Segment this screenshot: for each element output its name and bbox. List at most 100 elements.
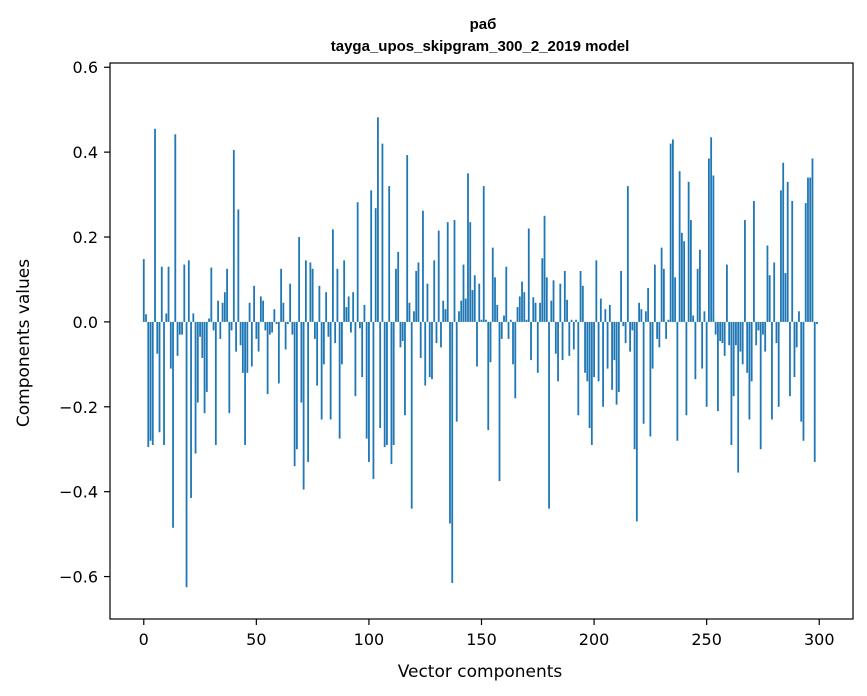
bar-144 <box>467 173 469 322</box>
bar-40 <box>232 150 235 322</box>
bar-100 <box>368 321 370 462</box>
bar-19 <box>185 321 188 588</box>
bar-184 <box>557 321 559 382</box>
bar-72 <box>304 260 307 322</box>
bar-17 <box>181 321 183 335</box>
bar-270 <box>750 321 753 382</box>
bar-174 <box>534 302 537 322</box>
bar-154 <box>489 321 492 363</box>
bar-66 <box>291 321 294 335</box>
bar-220 <box>638 302 641 322</box>
bar-282 <box>777 321 780 407</box>
bar-87 <box>338 321 341 439</box>
bar-18 <box>183 264 186 322</box>
bar-42 <box>237 209 240 322</box>
bar-246 <box>696 268 699 322</box>
bar-136 <box>449 321 451 524</box>
bar-195 <box>581 285 584 322</box>
bar-123 <box>419 321 422 358</box>
bar-13 <box>172 321 174 528</box>
bar-279 <box>771 321 773 420</box>
bar-61 <box>280 268 283 322</box>
bar-254 <box>714 321 717 335</box>
bar-54 <box>264 321 267 331</box>
bar-212 <box>620 270 622 322</box>
bar-10 <box>165 313 168 322</box>
bar-110 <box>390 321 393 465</box>
bar-207 <box>608 304 611 322</box>
bar-218 <box>633 321 636 450</box>
bar-149 <box>478 283 481 322</box>
bar-79 <box>320 321 323 420</box>
bar-250 <box>705 321 708 407</box>
bar-190 <box>570 319 573 322</box>
bar-119 <box>410 321 413 509</box>
bar-153 <box>487 321 490 431</box>
bar-64 <box>286 321 289 325</box>
bar-137 <box>451 321 454 583</box>
bar-88 <box>341 321 343 365</box>
x-tick-label: 300 <box>804 630 835 649</box>
bar-75 <box>311 268 314 322</box>
bar-143 <box>464 298 467 322</box>
bar-25 <box>199 321 201 337</box>
bar-95 <box>356 202 359 322</box>
bar-161 <box>505 266 508 322</box>
bar-47 <box>248 302 251 322</box>
bar-251 <box>708 158 710 322</box>
bar-163 <box>509 319 512 322</box>
y-tick-label: 0.4 <box>73 143 98 162</box>
bar-26 <box>201 321 204 358</box>
bar-39 <box>230 321 233 331</box>
bar-249 <box>703 311 706 322</box>
bar-91 <box>347 296 350 322</box>
bar-269 <box>748 321 751 420</box>
bar-283 <box>780 190 782 322</box>
bar-290 <box>795 321 798 348</box>
y-tick-label: 0.6 <box>73 58 98 77</box>
bar-129 <box>433 260 436 322</box>
bar-0 <box>142 259 145 322</box>
bar-156 <box>494 277 496 322</box>
bar-21 <box>190 321 192 499</box>
bar-213 <box>622 321 625 327</box>
bar-198 <box>588 321 591 429</box>
bar-85 <box>334 321 337 344</box>
bar-299 <box>816 321 818 325</box>
bar-170 <box>525 319 528 322</box>
bar-158 <box>498 321 501 482</box>
bar-12 <box>169 321 172 369</box>
bar-30 <box>210 267 213 322</box>
bar-224 <box>647 287 650 322</box>
bar-80 <box>322 321 325 365</box>
bar-33 <box>217 300 219 322</box>
bar-281 <box>775 321 778 344</box>
bar-71 <box>302 321 305 490</box>
bar-134 <box>444 309 447 322</box>
y-tick-label: −0.4 <box>59 483 98 502</box>
bar-99 <box>365 321 368 439</box>
bar-50 <box>255 321 258 339</box>
bar-181 <box>550 300 553 322</box>
bar-292 <box>800 321 803 422</box>
bar-238 <box>678 171 681 322</box>
bar-273 <box>757 321 760 331</box>
bar-48 <box>250 321 253 367</box>
bar-211 <box>617 321 620 392</box>
bar-57 <box>271 321 274 333</box>
bar-169 <box>523 292 526 322</box>
bar-101 <box>370 190 373 322</box>
bar-289 <box>793 321 796 378</box>
bar-235 <box>671 139 674 322</box>
bar-36 <box>223 292 226 322</box>
bar-200 <box>593 321 595 378</box>
bar-159 <box>500 321 503 339</box>
bar-291 <box>798 311 800 322</box>
bar-188 <box>566 299 568 322</box>
bar-202 <box>597 321 600 382</box>
y-tick-label: −0.2 <box>59 398 98 417</box>
bar-20 <box>187 260 190 322</box>
bar-142 <box>462 264 465 322</box>
bar-82 <box>327 321 330 337</box>
bar-11 <box>167 266 170 322</box>
